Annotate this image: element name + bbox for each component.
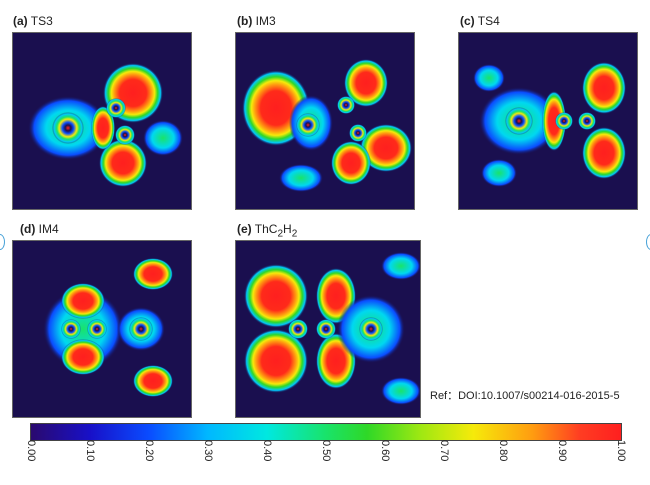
colorbar-tick-label: 0.80	[497, 440, 509, 462]
panel-label-thc2h2: (e) ThC2H2	[237, 222, 297, 239]
colorbar-tick-label: 0.50	[320, 440, 332, 462]
colorbar-tick-label: 0.70	[438, 440, 450, 462]
panel-name: IM4	[38, 222, 59, 236]
panel-label-ts3: (a) TS3	[13, 14, 53, 28]
subscript: 2	[291, 228, 298, 240]
colorbar-tick-label: 0.40	[261, 440, 273, 462]
left-edge-mark	[0, 234, 5, 250]
colorbar-tick-label: 0.20	[143, 440, 155, 462]
colorbar-tick-label: 1.00	[615, 440, 627, 462]
panel-name: IM3	[255, 14, 276, 28]
colorbar-tick-label: 0.90	[556, 440, 568, 462]
colorbar-tick-label: 0.30	[202, 440, 214, 462]
colorbar-tick-label: 0.10	[84, 440, 96, 462]
panel-tag: (a)	[13, 14, 28, 28]
elf-map-im4	[12, 240, 192, 418]
elf-map-thc2h2	[235, 240, 421, 418]
panel-label-im3: (b) IM3	[237, 14, 276, 28]
panel-label-im4: (d) IM4	[20, 222, 59, 236]
panel-name-h: H	[283, 222, 292, 236]
colorbar	[30, 423, 622, 441]
right-edge-mark	[646, 234, 650, 250]
elf-map-im3	[235, 32, 415, 210]
elf-map-ts4	[458, 32, 638, 210]
colorbar-tick-label: 0.00	[25, 440, 37, 462]
panel-tag: (b)	[237, 14, 253, 28]
panel-tag: (e)	[237, 222, 252, 236]
panel-name: ThC	[254, 222, 278, 236]
reference-text: Ref：DOI:10.1007/s00214-016-2015-5	[430, 390, 620, 402]
colorbar-tick-label: 0.60	[379, 440, 391, 462]
panel-name: TS4	[477, 14, 500, 28]
panel-name: TS3	[30, 14, 53, 28]
elf-map-ts3	[12, 32, 192, 210]
subscript: 2	[277, 228, 284, 240]
panel-tag: (d)	[20, 222, 36, 236]
panel-label-ts4: (c) TS4	[460, 14, 500, 28]
panel-tag: (c)	[460, 14, 475, 28]
